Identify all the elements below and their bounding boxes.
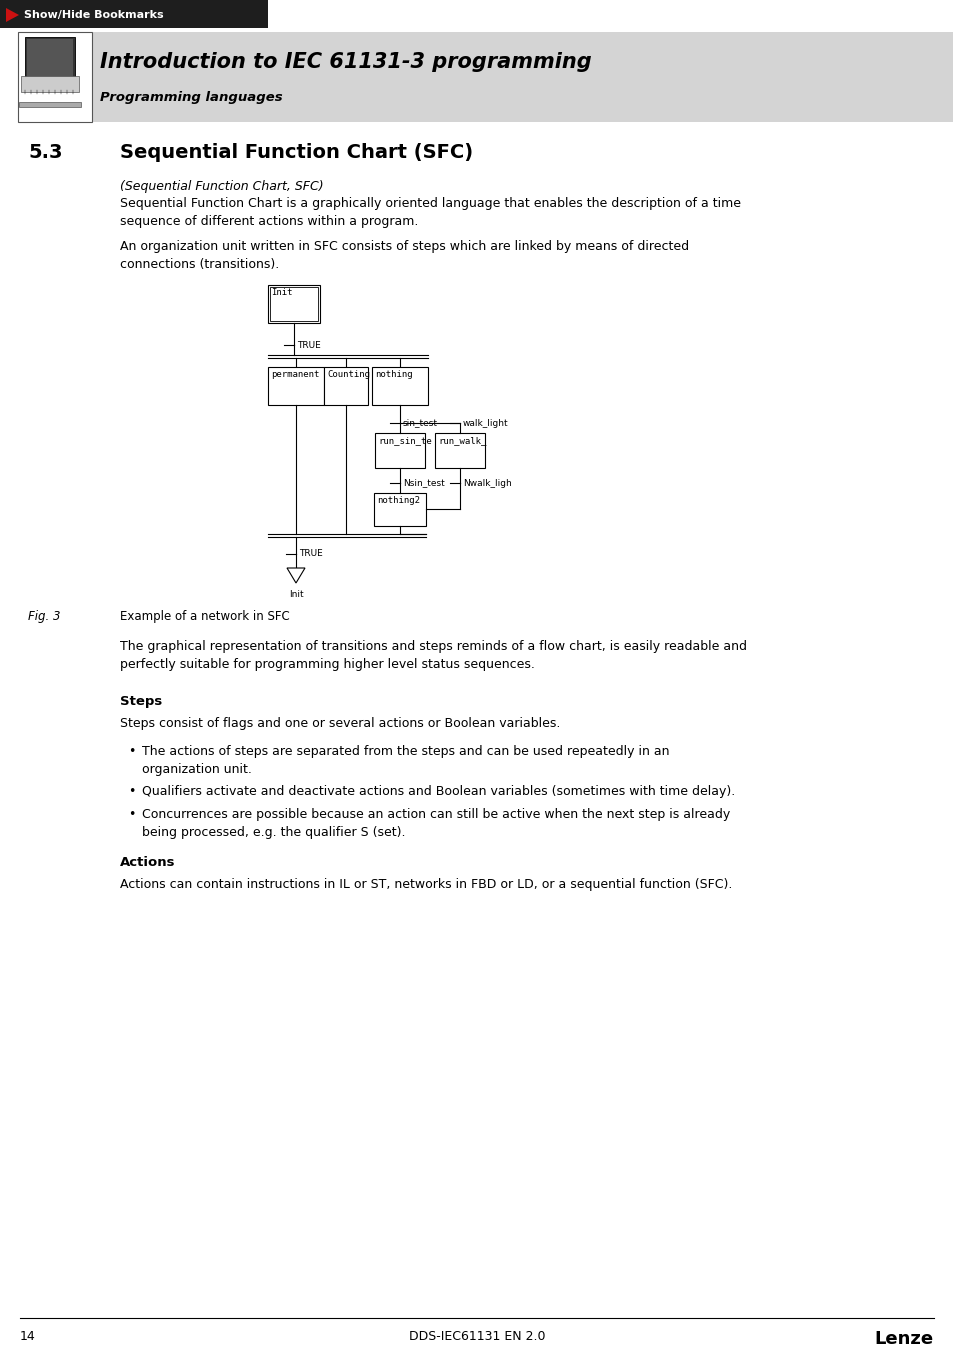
Bar xyxy=(270,286,317,322)
Text: Concurrences are possible because an action can still be active when the next st: Concurrences are possible because an act… xyxy=(142,808,729,839)
Text: Show/Hide Bookmarks: Show/Hide Bookmarks xyxy=(24,9,164,20)
Text: nothing2: nothing2 xyxy=(376,496,419,505)
Bar xyxy=(92,32,953,122)
Bar xyxy=(27,39,73,77)
Bar xyxy=(375,434,424,467)
Text: Actions can contain instructions in IL or ST, networks in FBD or LD, or a sequen: Actions can contain instructions in IL o… xyxy=(120,878,732,892)
Text: permanent: permanent xyxy=(271,370,319,380)
Bar xyxy=(374,493,426,526)
Text: •: • xyxy=(128,744,135,758)
Text: The actions of steps are separated from the steps and can be used repeatedly in : The actions of steps are separated from … xyxy=(142,744,669,775)
Text: Init: Init xyxy=(271,288,293,297)
Text: TRUE: TRUE xyxy=(298,550,322,558)
Text: nothing: nothing xyxy=(375,370,413,380)
Text: Init: Init xyxy=(289,590,303,598)
Bar xyxy=(21,76,79,92)
Text: (Sequential Function Chart, SFC): (Sequential Function Chart, SFC) xyxy=(120,180,323,193)
Text: Lenze: Lenze xyxy=(874,1329,933,1348)
Bar xyxy=(19,101,81,107)
Text: Steps consist of flags and one or several actions or Boolean variables.: Steps consist of flags and one or severa… xyxy=(120,717,559,730)
Text: TRUE: TRUE xyxy=(296,340,320,350)
Bar xyxy=(268,285,319,323)
Text: Fig. 3: Fig. 3 xyxy=(28,611,60,623)
Text: Programming languages: Programming languages xyxy=(100,91,282,104)
Text: Counting: Counting xyxy=(327,370,370,380)
Text: Qualifiers activate and deactivate actions and Boolean variables (sometimes with: Qualifiers activate and deactivate actio… xyxy=(142,785,735,798)
Text: Actions: Actions xyxy=(120,857,175,869)
Text: Introduction to IEC 61131-3 programming: Introduction to IEC 61131-3 programming xyxy=(100,51,591,72)
Wedge shape xyxy=(268,0,282,28)
Text: Example of a network in SFC: Example of a network in SFC xyxy=(120,611,290,623)
Text: An organization unit written in SFC consists of steps which are linked by means : An organization unit written in SFC cons… xyxy=(120,240,688,272)
Text: •: • xyxy=(128,785,135,798)
Text: Nwalk_ligh: Nwalk_ligh xyxy=(462,478,511,488)
Bar xyxy=(372,367,428,405)
Text: Sequential Function Chart is a graphically oriented language that enables the de: Sequential Function Chart is a graphical… xyxy=(120,197,740,228)
Text: 5.3: 5.3 xyxy=(28,143,63,162)
Text: sin_test: sin_test xyxy=(402,419,437,427)
Text: The graphical representation of transitions and steps reminds of a flow chart, i: The graphical representation of transiti… xyxy=(120,640,746,671)
Bar xyxy=(18,32,91,122)
Bar xyxy=(25,36,75,78)
Text: run_walk_: run_walk_ xyxy=(437,436,486,444)
Text: walk_light: walk_light xyxy=(462,419,508,427)
Bar xyxy=(324,367,368,405)
Text: Nsin_test: Nsin_test xyxy=(402,478,444,488)
Bar xyxy=(0,0,268,28)
Text: Sequential Function Chart (SFC): Sequential Function Chart (SFC) xyxy=(120,143,473,162)
Polygon shape xyxy=(6,8,19,22)
Text: 14: 14 xyxy=(20,1329,35,1343)
Text: run_sin_te: run_sin_te xyxy=(377,436,432,444)
Bar xyxy=(435,434,484,467)
Polygon shape xyxy=(287,567,305,584)
Text: DDS-IEC61131 EN 2.0: DDS-IEC61131 EN 2.0 xyxy=(408,1329,545,1343)
Bar xyxy=(268,367,324,405)
Text: Steps: Steps xyxy=(120,694,162,708)
Text: •: • xyxy=(128,808,135,821)
